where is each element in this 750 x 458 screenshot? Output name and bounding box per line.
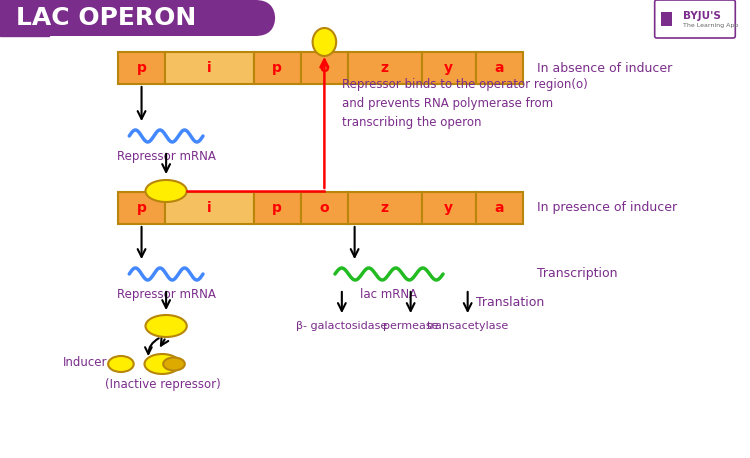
Text: i: i (207, 61, 212, 75)
Text: lac mRNA: lac mRNA (361, 288, 418, 301)
Ellipse shape (146, 315, 187, 337)
Ellipse shape (164, 358, 184, 371)
FancyBboxPatch shape (0, 0, 275, 36)
Text: a: a (494, 201, 504, 215)
Bar (165, 192, 254, 224)
Bar (476, 52, 523, 84)
Text: z: z (381, 201, 388, 215)
Text: In presence of inducer: In presence of inducer (537, 202, 676, 214)
Text: p: p (136, 61, 146, 75)
Ellipse shape (145, 354, 180, 374)
Bar (422, 52, 476, 84)
Ellipse shape (146, 180, 187, 202)
Bar (301, 192, 348, 224)
Text: o: o (320, 201, 329, 215)
Bar (348, 192, 422, 224)
Text: Translation: Translation (476, 296, 544, 310)
Text: Repressor mRNA: Repressor mRNA (117, 288, 215, 301)
Text: β- galactosidase: β- galactosidase (296, 321, 388, 331)
Bar (301, 52, 348, 84)
Text: In absence of inducer: In absence of inducer (537, 61, 672, 75)
Bar (422, 192, 476, 224)
Text: transacetylase: transacetylase (427, 321, 508, 331)
Ellipse shape (313, 28, 336, 56)
Text: BYJU'S: BYJU'S (683, 11, 721, 21)
Bar (476, 192, 523, 224)
Text: Repressor: Repressor (136, 207, 196, 220)
Bar (118, 52, 165, 84)
FancyBboxPatch shape (655, 0, 735, 38)
Text: o: o (320, 61, 329, 75)
Bar (348, 52, 422, 84)
Text: (Inactive repressor): (Inactive repressor) (105, 378, 221, 391)
Bar (254, 192, 301, 224)
Text: Repressor binds to the operator region(o)
and prevents RNA polymerase from
trans: Repressor binds to the operator region(o… (342, 78, 588, 129)
Bar (661, 12, 672, 26)
Polygon shape (0, 0, 50, 36)
Text: p: p (272, 61, 282, 75)
Bar (118, 192, 165, 224)
Text: Repressor mRNA: Repressor mRNA (117, 150, 215, 163)
Bar (254, 52, 301, 84)
Text: i: i (207, 201, 212, 215)
Text: a: a (494, 61, 504, 75)
Text: LAC OPERON: LAC OPERON (16, 6, 196, 30)
Text: Transcription: Transcription (537, 267, 617, 280)
Text: z: z (381, 61, 388, 75)
Ellipse shape (108, 356, 134, 372)
Text: p: p (136, 201, 146, 215)
Text: y: y (444, 201, 453, 215)
Bar (165, 52, 254, 84)
Text: The Learning App: The Learning App (683, 23, 739, 28)
Text: Inducer: Inducer (63, 355, 107, 369)
Text: p: p (272, 201, 282, 215)
Text: y: y (444, 61, 453, 75)
Text: permease: permease (383, 321, 439, 331)
